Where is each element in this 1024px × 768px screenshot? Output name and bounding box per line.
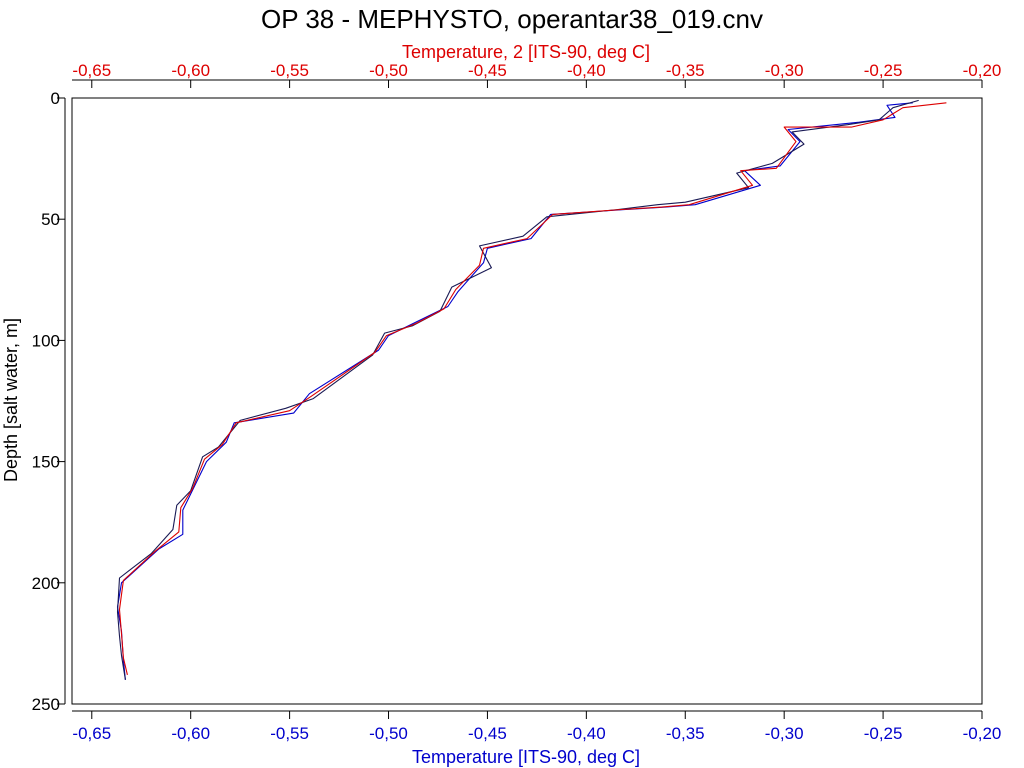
bottom-tick-label: -0,20 — [963, 724, 1002, 743]
y-axis-label: Depth [salt water, m] — [1, 318, 21, 482]
top-tick-label: -0,45 — [468, 61, 507, 80]
y-tick-label: 100 — [32, 331, 60, 350]
y-tick-label: 150 — [32, 453, 60, 472]
bottom-tick-label: -0,40 — [567, 724, 606, 743]
plot-frame — [71, 97, 983, 705]
top-tick-label: -0,60 — [171, 61, 210, 80]
top-tick-label: -0,65 — [72, 61, 111, 80]
series-line-2 — [116, 99, 919, 680]
bottom-tick-label: -0,45 — [468, 724, 507, 743]
bottom-axis-label: Temperature [ITS-90, deg C] — [412, 747, 640, 767]
y-tick-label: 0 — [51, 89, 60, 108]
bottom-tick-label: -0,30 — [765, 724, 804, 743]
top-tick-label: -0,35 — [666, 61, 705, 80]
top-tick-label: -0,50 — [369, 61, 408, 80]
y-tick-label: 50 — [41, 210, 60, 229]
top-axis-label: Temperature, 2 [ITS-90, deg C] — [402, 42, 650, 62]
bottom-tick-label: -0,55 — [270, 724, 309, 743]
top-axis-ticks: -0,65 -0,60 -0,55 -0,50 -0,45 -0,40 -0,35 -0,30… — [72, 61, 1001, 88]
chart-title: OP 38 - MEPHYSTO, operantar38_019.cnv — [261, 4, 763, 34]
top-tick-label: -0,55 — [270, 61, 309, 80]
top-tick-label: -0,40 — [567, 61, 606, 80]
bottom-tick-label: -0,25 — [864, 724, 903, 743]
y-axis-ticks: 0 50 100 150 200 250 — [32, 89, 65, 714]
series-line-1 — [116, 102, 913, 680]
y-tick-label: 200 — [32, 574, 60, 593]
bottom-tick-label: -0,35 — [666, 724, 705, 743]
top-tick-label: -0,20 — [963, 61, 1002, 80]
series-line-3 — [118, 102, 947, 676]
bottom-tick-label: -0,65 — [72, 724, 111, 743]
y-tick-label: 250 — [32, 695, 60, 714]
series-layer — [116, 99, 947, 680]
top-tick-label: -0,30 — [765, 61, 804, 80]
bottom-tick-label: -0,50 — [369, 724, 408, 743]
bottom-tick-label: -0,60 — [171, 724, 210, 743]
top-tick-label: -0,25 — [864, 61, 903, 80]
bottom-axis-ticks: -0,65 -0,60 -0,55 -0,50 -0,45 -0,40 -0,35 -0,30… — [72, 711, 1001, 743]
